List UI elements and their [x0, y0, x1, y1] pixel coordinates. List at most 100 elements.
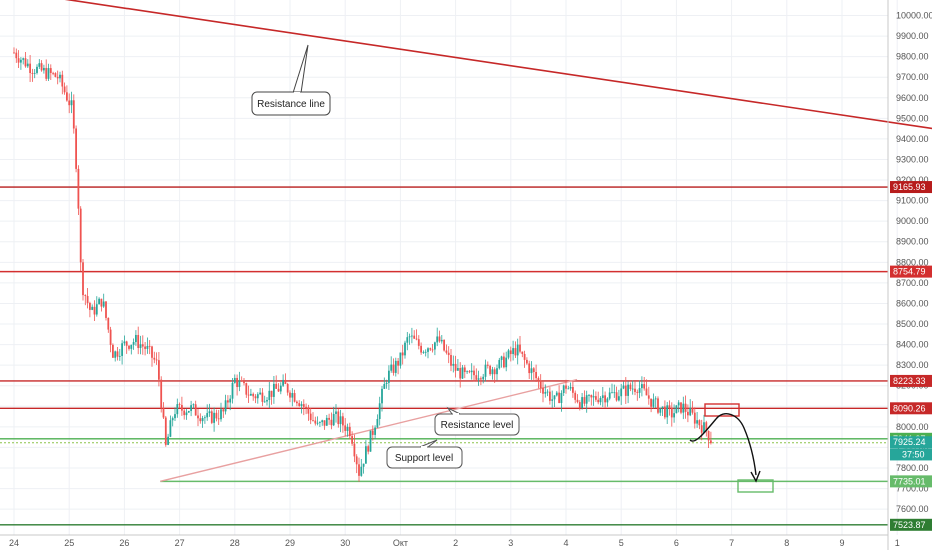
- candle-body: [555, 392, 558, 396]
- candle-body: [477, 378, 480, 380]
- candle-body: [178, 404, 181, 405]
- candle-body: [693, 412, 696, 424]
- candle-body: [461, 367, 464, 379]
- candle-body: [629, 384, 632, 390]
- candle-body: [22, 58, 25, 60]
- candle-body: [390, 364, 393, 371]
- x-tick-label: 9: [839, 538, 844, 548]
- candle-body: [346, 426, 349, 431]
- candle-body: [339, 416, 342, 425]
- candle-body: [256, 394, 259, 399]
- target-box-red[interactable]: [704, 403, 740, 417]
- x-axis[interactable]: 24 25 26 27 28 29 30 Окт 2 3 4 5 6 7 8 9 1: [9, 538, 900, 548]
- candle-body: [562, 385, 565, 394]
- axis-level-tags: 9165.938754.798223.338090.267941.977735.…: [890, 181, 932, 531]
- candle-body: [482, 376, 485, 380]
- y-axis[interactable]: 7600.007700.007800.007900.008000.008100.…: [896, 11, 932, 515]
- level-price-tag: [890, 402, 932, 415]
- candle-body: [369, 430, 372, 452]
- candle-body: [574, 392, 577, 400]
- candle-body: [638, 388, 641, 393]
- candle-body: [613, 392, 616, 394]
- candle-body: [484, 364, 487, 377]
- candle-body: [664, 406, 666, 418]
- candle-body: [700, 425, 703, 433]
- level-price-label: 7735.01: [893, 476, 926, 486]
- candle-body: [342, 416, 344, 426]
- candle-body: [38, 63, 41, 67]
- price-tag: [890, 448, 932, 461]
- candle-body: [245, 383, 248, 395]
- resistance-trend-line[interactable]: [8, 0, 932, 131]
- callout-label: Support level: [395, 453, 453, 464]
- candle-body: [348, 426, 351, 437]
- x-tick-label: 29: [285, 538, 295, 548]
- candle-body: [61, 74, 64, 87]
- candle-body: [77, 168, 80, 209]
- candle-body: [190, 405, 192, 412]
- candle-body: [503, 356, 505, 368]
- candle-body: [647, 395, 650, 399]
- candle-body: [427, 348, 429, 352]
- callout-resistance-line[interactable]: Resistance line: [251, 44, 331, 116]
- candle-body: [270, 390, 273, 397]
- candle-body: [438, 336, 441, 342]
- candle-body: [91, 306, 94, 310]
- candle-body: [217, 418, 220, 420]
- callout-support-level[interactable]: Support level: [386, 439, 463, 469]
- candle-body: [344, 425, 347, 431]
- candle-body: [169, 420, 172, 437]
- x-tick-label: 2: [453, 538, 458, 548]
- x-tick-label: 3: [508, 538, 513, 548]
- candle-body: [158, 360, 160, 380]
- candle-body: [181, 404, 183, 411]
- candle-body: [29, 63, 31, 73]
- candle-body: [75, 128, 77, 169]
- callout-resistance-level[interactable]: Resistance level: [434, 406, 520, 436]
- candle-body: [532, 368, 535, 372]
- candle-body: [631, 388, 634, 390]
- candle-body: [420, 345, 422, 353]
- candle-body: [585, 395, 588, 404]
- candle-body: [365, 446, 367, 464]
- candle-body: [233, 377, 236, 383]
- candle-body: [601, 395, 604, 398]
- candle-body: [171, 418, 174, 421]
- candle-body: [321, 420, 324, 423]
- callout-label: Resistance level: [441, 420, 514, 431]
- candle-body: [581, 397, 583, 408]
- candle-body: [130, 344, 133, 349]
- candle-body: [296, 401, 298, 404]
- candle-body: [622, 385, 625, 389]
- candle-body: [282, 379, 284, 386]
- candle-body: [330, 419, 333, 426]
- candle-body: [528, 363, 531, 374]
- candle-body: [314, 420, 317, 424]
- support-trend-line[interactable]: [160, 378, 578, 483]
- candle-body: [657, 398, 659, 413]
- candle-body: [128, 345, 130, 349]
- candle-body: [26, 63, 29, 67]
- callout-label: Resistance line: [257, 99, 325, 110]
- x-tick-label: 7: [729, 538, 734, 548]
- candle-body: [319, 422, 321, 423]
- candle-body: [705, 422, 708, 431]
- candle-body: [215, 412, 218, 419]
- candle-body: [36, 66, 38, 73]
- candle-body: [358, 464, 360, 476]
- candle-body: [475, 375, 478, 380]
- candle-body: [125, 341, 128, 346]
- candle-body: [100, 298, 103, 307]
- candle-body: [519, 344, 521, 352]
- candle-body: [243, 381, 245, 384]
- candle-body: [307, 407, 310, 414]
- candle-body: [698, 420, 701, 426]
- x-tick-label: 1: [895, 538, 900, 548]
- candle-body: [530, 368, 533, 374]
- candle-body: [505, 357, 508, 368]
- candle-body: [627, 384, 629, 396]
- candle-body: [682, 403, 685, 413]
- candle-body: [95, 304, 98, 315]
- candle-body: [351, 436, 353, 444]
- candle-body: [434, 342, 436, 350]
